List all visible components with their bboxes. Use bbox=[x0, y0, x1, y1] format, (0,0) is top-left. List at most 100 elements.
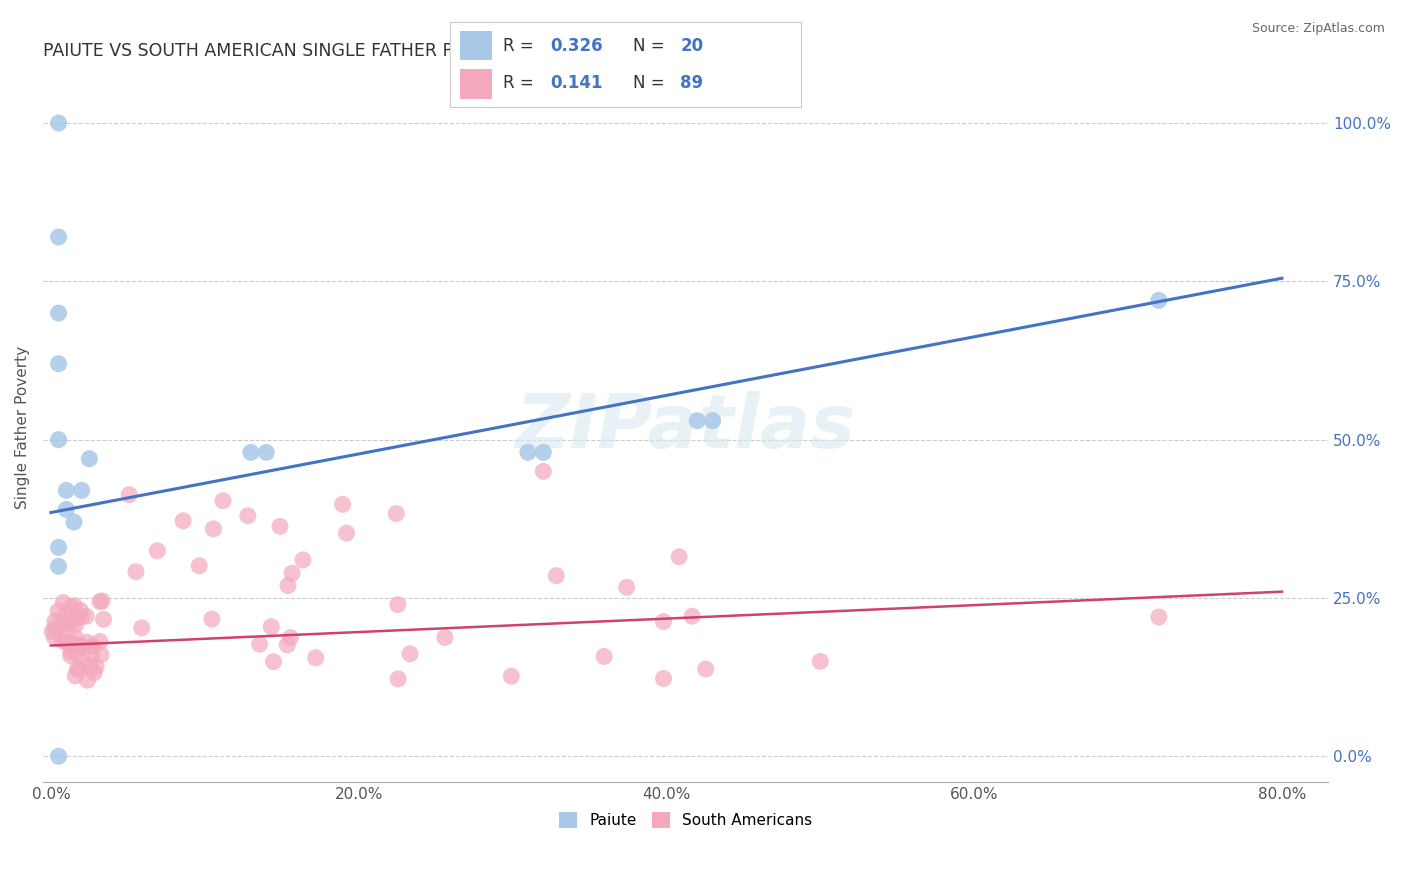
Point bbox=[44, 614, 66, 628]
Point bbox=[82, 639, 104, 653]
Point bbox=[56, 636, 79, 650]
Point bbox=[66, 639, 89, 653]
Point bbox=[292, 553, 315, 567]
Point bbox=[131, 621, 153, 635]
Point bbox=[212, 493, 235, 508]
Point bbox=[89, 634, 111, 648]
Point bbox=[387, 672, 409, 686]
Text: Source: ZipAtlas.com: Source: ZipAtlas.com bbox=[1251, 22, 1385, 36]
Y-axis label: Single Father Poverty: Single Father Poverty bbox=[15, 345, 30, 508]
Point bbox=[65, 647, 87, 661]
Point bbox=[80, 648, 103, 662]
Point bbox=[51, 617, 73, 632]
Point bbox=[55, 615, 77, 630]
Point bbox=[531, 445, 554, 459]
Point bbox=[82, 640, 104, 654]
Point bbox=[72, 654, 94, 668]
Point bbox=[593, 649, 616, 664]
Point bbox=[70, 483, 93, 498]
Point bbox=[48, 230, 70, 244]
Text: N =: N = bbox=[633, 37, 669, 55]
Point bbox=[616, 580, 638, 594]
Point bbox=[260, 620, 283, 634]
Text: 0.326: 0.326 bbox=[550, 37, 603, 55]
Point bbox=[239, 445, 262, 459]
Point bbox=[652, 672, 675, 686]
Point bbox=[335, 526, 357, 541]
Point bbox=[55, 502, 77, 516]
Point bbox=[48, 749, 70, 764]
Point bbox=[305, 650, 328, 665]
Point bbox=[681, 609, 703, 624]
Point bbox=[702, 414, 724, 428]
Text: R =: R = bbox=[503, 37, 538, 55]
Point bbox=[53, 630, 76, 644]
Legend: Paiute, South Americans: Paiute, South Americans bbox=[553, 806, 818, 834]
Point bbox=[75, 609, 97, 624]
Text: 20: 20 bbox=[681, 37, 703, 55]
Point bbox=[76, 635, 98, 649]
Point bbox=[89, 595, 111, 609]
Point bbox=[332, 497, 354, 511]
Point bbox=[695, 662, 717, 676]
FancyBboxPatch shape bbox=[461, 31, 492, 61]
Point bbox=[84, 659, 107, 673]
Point bbox=[55, 483, 77, 498]
Point bbox=[79, 451, 101, 466]
Point bbox=[60, 615, 83, 629]
Point bbox=[254, 445, 277, 459]
Text: PAIUTE VS SOUTH AMERICAN SINGLE FATHER POVERTY CORRELATION CHART: PAIUTE VS SOUTH AMERICAN SINGLE FATHER P… bbox=[44, 42, 716, 60]
Point bbox=[63, 515, 86, 529]
Point bbox=[59, 635, 82, 649]
Point bbox=[52, 595, 75, 609]
Point bbox=[48, 306, 70, 320]
Point bbox=[69, 639, 91, 653]
Point bbox=[501, 669, 523, 683]
Text: ZIPatlas: ZIPatlas bbox=[516, 391, 856, 464]
Point bbox=[66, 662, 89, 676]
Point bbox=[263, 655, 285, 669]
Point bbox=[65, 617, 87, 632]
Point bbox=[172, 514, 194, 528]
Point bbox=[83, 665, 105, 680]
Point bbox=[118, 488, 141, 502]
Point bbox=[281, 566, 304, 581]
Point bbox=[269, 519, 291, 533]
Point bbox=[48, 357, 70, 371]
Point bbox=[65, 669, 87, 683]
Text: N =: N = bbox=[633, 74, 669, 92]
Point bbox=[1147, 610, 1170, 624]
Point bbox=[59, 645, 82, 659]
Point bbox=[249, 637, 271, 651]
Point bbox=[46, 604, 69, 618]
Point bbox=[202, 522, 225, 536]
Point bbox=[65, 612, 87, 626]
Point bbox=[69, 603, 91, 617]
Point bbox=[90, 648, 112, 662]
Point bbox=[188, 558, 211, 573]
Point bbox=[125, 565, 148, 579]
Point bbox=[66, 638, 89, 652]
Point bbox=[67, 663, 90, 677]
Text: 0.141: 0.141 bbox=[550, 74, 603, 92]
Point bbox=[280, 631, 302, 645]
Point bbox=[433, 631, 456, 645]
Point bbox=[59, 600, 82, 615]
Point bbox=[546, 568, 568, 582]
Point bbox=[146, 543, 169, 558]
Point bbox=[276, 638, 298, 652]
Point bbox=[399, 647, 422, 661]
Point bbox=[48, 116, 70, 130]
Point bbox=[686, 414, 709, 428]
Point bbox=[516, 445, 538, 459]
Point bbox=[387, 598, 409, 612]
Point bbox=[55, 607, 77, 622]
FancyBboxPatch shape bbox=[461, 69, 492, 99]
Point bbox=[44, 630, 66, 644]
Text: 89: 89 bbox=[681, 74, 703, 92]
Point bbox=[48, 541, 70, 555]
Point bbox=[91, 594, 114, 608]
Point bbox=[201, 612, 224, 626]
Point bbox=[48, 433, 70, 447]
Point bbox=[48, 559, 70, 574]
